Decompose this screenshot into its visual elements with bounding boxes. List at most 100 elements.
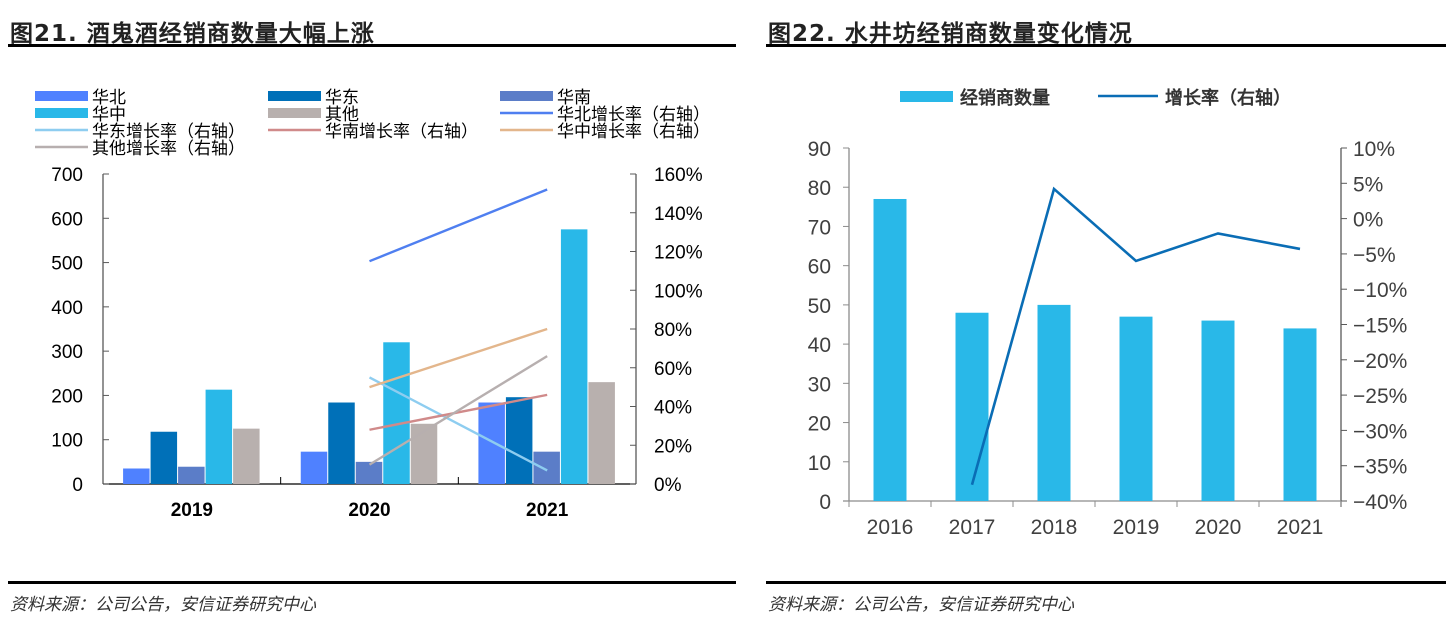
y2-tick-label: −40% — [1353, 491, 1407, 514]
y-tick-label: 200 — [51, 386, 83, 407]
y-tick-label: 400 — [51, 298, 83, 319]
legend-label: 华东 — [325, 88, 359, 107]
y2-tick-label: −10% — [1353, 279, 1407, 302]
y-tick-label: 0 — [819, 491, 831, 514]
y-tick-label: 600 — [51, 209, 83, 230]
bar-2021 — [1283, 328, 1317, 501]
y-tick-label: 100 — [51, 431, 83, 452]
line-华中增长率（右轴） — [369, 327, 548, 389]
bar-华北-2021 — [478, 402, 505, 484]
bar-华南-2019 — [178, 466, 205, 484]
y2-tick-label: −30% — [1353, 420, 1407, 443]
legend-label: 经销商数量 — [960, 87, 1050, 108]
x-tick-label: 2018 — [1031, 516, 1078, 539]
line-华南增长率（右轴） — [369, 393, 548, 431]
bar-华南-2021 — [533, 451, 560, 484]
bar-华南-2020 — [355, 461, 383, 484]
x-tick-label: 2017 — [949, 516, 996, 539]
bar-其他-2021 — [588, 382, 615, 484]
y2-tick-label: 60% — [654, 359, 692, 380]
footer-divider — [8, 581, 736, 584]
y-tick-label: 50 — [808, 295, 831, 318]
y-tick-label: 90 — [808, 138, 831, 161]
y2-tick-label: −20% — [1353, 350, 1407, 373]
legend-swatch — [35, 91, 88, 101]
y2-tick-label: −15% — [1353, 315, 1407, 338]
line-华东增长率（右轴） — [368, 376, 548, 472]
y-tick-label: 500 — [51, 254, 83, 275]
bar-2017 — [955, 312, 989, 501]
legend-label: 华南增长率（右轴） — [325, 122, 478, 141]
bar-华东-2020 — [328, 402, 355, 484]
chart-title: 图21. 酒鬼酒经销商数量大幅上涨 — [10, 21, 375, 47]
legend-swatch — [500, 91, 553, 101]
chart-panel-right: 图22. 水井坊经销商数量变化情况 0 10 20 30 40 50 60 70 80 90 −40… — [760, 0, 1450, 628]
legend-label: 增长率（右轴） — [1165, 87, 1291, 108]
legend-swatch — [35, 108, 88, 118]
legend-label: 华中增长率（右轴） — [557, 122, 710, 141]
footer-divider — [766, 581, 1446, 584]
x-tick-label: 2021 — [526, 500, 569, 521]
y2-tick-label: −35% — [1353, 456, 1407, 479]
bar-华中-2021 — [560, 229, 588, 484]
x-tick-label: 2016 — [867, 516, 914, 539]
y2-tick-label: 20% — [654, 436, 692, 457]
bar-华东-2019 — [150, 431, 178, 484]
bar-华北-2020 — [300, 451, 328, 484]
legend-swatch — [268, 108, 321, 118]
legend-label: 华南 — [557, 88, 591, 107]
x-tick-label: 2020 — [348, 500, 390, 521]
y2-tick-label: 140% — [654, 204, 703, 225]
y-tick-label: 700 — [51, 165, 83, 186]
chart-left-svg: 0 100 200 300 400 500 600 700 0% 20% 40% 60% 80% 100%… — [35, 88, 710, 521]
source-note: 资料来源：公司公告，安信证券研究中心 — [768, 595, 1074, 615]
y2-tick-label: 5% — [1353, 173, 1383, 196]
y2-tick-label: 0% — [654, 475, 682, 496]
legend-label: 华中 — [92, 105, 126, 124]
y2-tick-label: 40% — [654, 398, 692, 419]
y2-tick-label: −5% — [1353, 244, 1396, 267]
line-华北增长率（右轴） — [369, 188, 548, 263]
y2-tick-label: 0% — [1353, 209, 1383, 232]
x-tick-label: 2019 — [171, 500, 213, 521]
y2-tick-label: 100% — [654, 281, 703, 302]
bar-2018 — [1037, 304, 1071, 501]
line-growth-rate — [970, 186, 1301, 486]
y-tick-label: 60 — [808, 256, 831, 279]
bar-其他-2019 — [233, 428, 260, 484]
y2-tick-label: 120% — [654, 243, 703, 264]
legend-swatch — [268, 91, 321, 101]
x-tick-label: 2021 — [1277, 516, 1324, 539]
bar-华中-2019 — [205, 389, 233, 484]
legend-label: 华北 — [92, 88, 126, 107]
legend-label: 华北增长率（右轴） — [557, 105, 710, 124]
bar-华东-2021 — [505, 397, 533, 484]
source-note: 资料来源：公司公告，安信证券研究中心 — [10, 595, 316, 615]
bar-华中-2020 — [383, 342, 410, 484]
title-divider — [766, 44, 1446, 47]
y-tick-label: 70 — [808, 216, 831, 239]
title-divider — [8, 44, 736, 47]
y-tick-label: 0 — [72, 475, 83, 496]
y2-tick-label: 80% — [654, 320, 692, 341]
y-tick-label: 20 — [808, 413, 831, 436]
chart-right-svg: 0 10 20 30 40 50 60 70 80 90 −40% −35% −30% −25% −20% −… — [808, 87, 1408, 539]
y-tick-label: 10 — [808, 452, 831, 475]
y2-tick-label: 10% — [1353, 138, 1395, 161]
legend-label: 其他增长率（右轴） — [92, 139, 245, 158]
y2-tick-label: 160% — [654, 165, 703, 186]
legend-label: 华东增长率（右轴） — [92, 122, 245, 141]
y-tick-label: 40 — [808, 334, 831, 357]
bar-2019 — [1119, 316, 1153, 501]
y-tick-label: 300 — [51, 342, 83, 363]
bar-2016 — [873, 198, 907, 501]
chart-title: 图22. 水井坊经销商数量变化情况 — [768, 21, 1133, 47]
bar-2020 — [1201, 320, 1235, 501]
x-tick-label: 2019 — [1113, 516, 1160, 539]
y-tick-label: 80 — [808, 177, 831, 200]
legend-swatch — [900, 91, 953, 102]
y2-tick-label: −25% — [1353, 385, 1407, 408]
chart-panel-left: 图21. 酒鬼酒经销商数量大幅上涨 0 100 200 300 400 500 600 700… — [8, 21, 736, 615]
line-其他增长率（右轴） — [368, 355, 548, 466]
bar-华北-2019 — [123, 468, 150, 484]
